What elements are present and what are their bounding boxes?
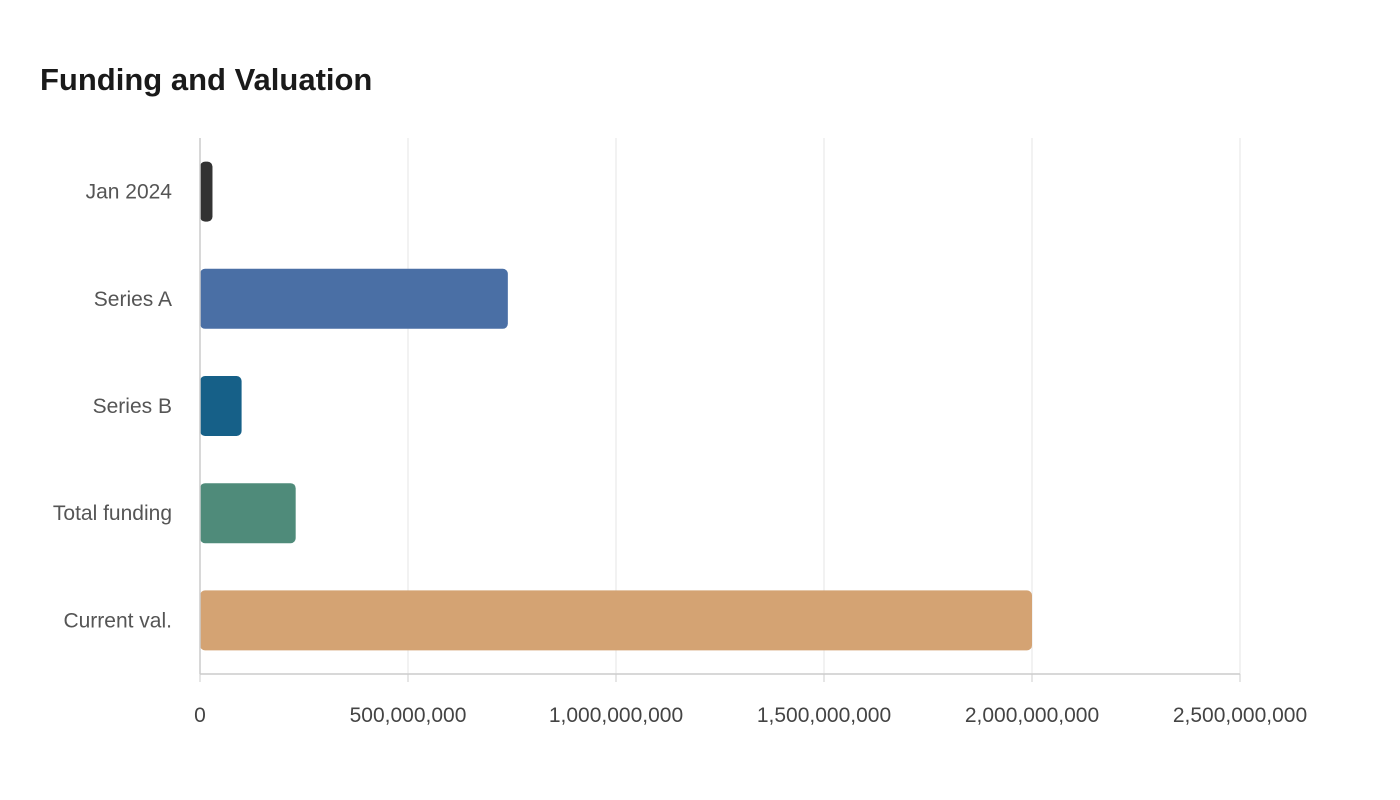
x-tick-label: 500,000,000 xyxy=(350,704,467,727)
x-tick-label: 2,500,000,000 xyxy=(1173,704,1307,727)
category-label: Series B xyxy=(93,395,172,418)
category-label: Series A xyxy=(94,288,172,311)
category-label: Jan 2024 xyxy=(86,181,173,204)
category-label: Current val. xyxy=(63,609,172,632)
x-tick-label: 1,500,000,000 xyxy=(757,704,891,727)
x-tick-label: 2,000,000,000 xyxy=(965,704,1099,727)
bar xyxy=(200,376,242,436)
labels: 0 500,000,000 1,000,000,000 1,500,000,000 2,… xyxy=(53,181,1307,727)
axes xyxy=(199,138,1241,682)
chart-title: Funding and Valuation xyxy=(40,62,373,97)
x-tick-label: 0 xyxy=(194,704,206,727)
bars xyxy=(200,161,1032,651)
bar xyxy=(200,483,296,544)
bar xyxy=(200,161,213,222)
x-tick-label: 1,000,000,000 xyxy=(549,704,683,727)
category-label: Total funding xyxy=(53,502,172,525)
grid-lines xyxy=(407,138,1241,674)
bar xyxy=(200,590,1032,651)
bar xyxy=(200,268,508,329)
